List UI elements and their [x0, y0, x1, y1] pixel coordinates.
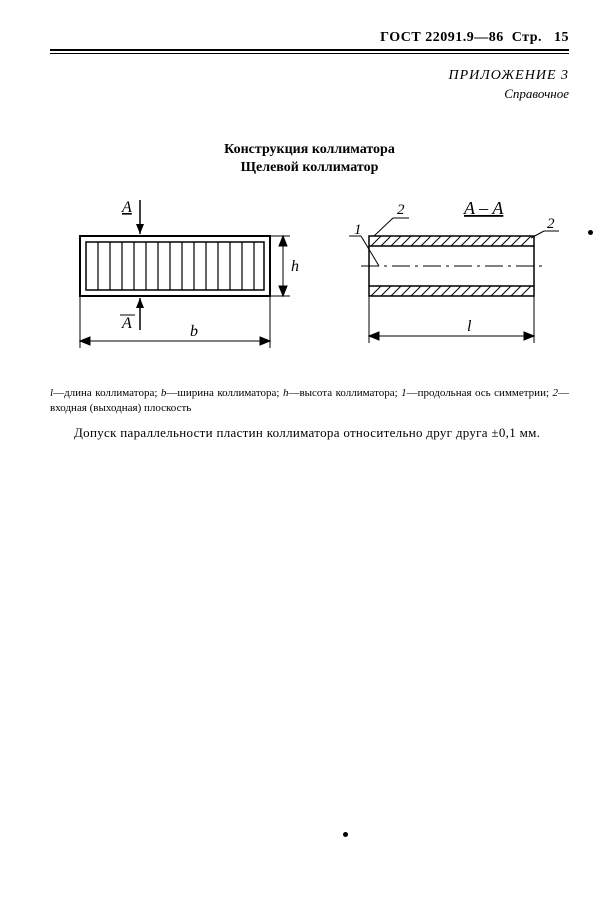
header-rule — [50, 53, 569, 54]
appendix-label: ПРИЛОЖЕНИЕ 3 — [50, 68, 569, 84]
figure-legend: l—длина коллиматора; b—ширина коллиматор… — [50, 386, 569, 416]
page-label: Стр. — [512, 30, 542, 45]
figure-row: A — [50, 198, 569, 368]
document-header: ГОСТ 22091.9—86 Стр. 15 — [50, 30, 569, 51]
scan-dot — [588, 230, 593, 235]
legend-l-txt: —длина коллиматора; — [53, 387, 161, 399]
title-construction: Конструкция коллиматора — [50, 142, 569, 158]
label-A-bottom: A — [121, 315, 132, 332]
scan-dot — [343, 832, 348, 837]
label-l: l — [467, 318, 472, 335]
section-label: A – A — [463, 198, 504, 218]
label-b: b — [190, 323, 198, 340]
legend-1-txt: —про­дольная ось симметрии; — [407, 387, 553, 399]
legend-h-txt: —высота коллиматора; — [288, 387, 401, 399]
appendix-note: Справочное — [50, 86, 569, 102]
callout-2-left: 2 — [397, 202, 405, 218]
label-A-top: A — [121, 199, 132, 216]
figure-front-view: A — [50, 198, 305, 368]
title-slit: Щелевой коллиматор — [50, 160, 569, 176]
figure-section-view: A – A 2 2 1 — [319, 198, 569, 368]
tolerance-note: Допуск параллельности пластин коллиматор… — [50, 424, 569, 442]
legend-b-txt: —ширина коллиматора; — [166, 387, 283, 399]
page-number: 15 — [554, 30, 569, 45]
callout-2-right: 2 — [547, 216, 555, 232]
label-h: h — [291, 258, 299, 275]
gost-number: ГОСТ 22091.9—86 — [380, 30, 504, 45]
